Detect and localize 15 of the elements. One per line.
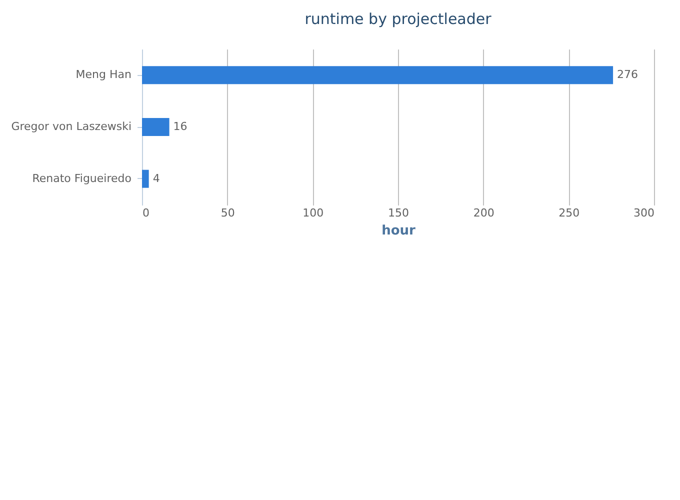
x-axis-title: hour (382, 224, 416, 238)
x-tick-label: 250 (558, 206, 580, 220)
data-label: 16 (173, 120, 188, 133)
x-tick-label: 50 (220, 206, 235, 220)
x-tick-label: 150 (388, 206, 409, 220)
y-tick-label: Renato Figueiredo (32, 172, 132, 185)
x-tick-label: 100 (302, 206, 324, 220)
data-label: 276 (617, 68, 638, 82)
chart-title: runtime by projectleader (304, 10, 492, 28)
y-tick-label: Meng Han (76, 68, 132, 82)
y-tick-label: Gregor von Laszewski (11, 120, 132, 133)
data-label: 4 (152, 172, 160, 185)
x-tick-label: 200 (473, 206, 494, 220)
x-tick-label: 0 (142, 206, 150, 220)
x-tick-label: 300 (634, 206, 654, 220)
